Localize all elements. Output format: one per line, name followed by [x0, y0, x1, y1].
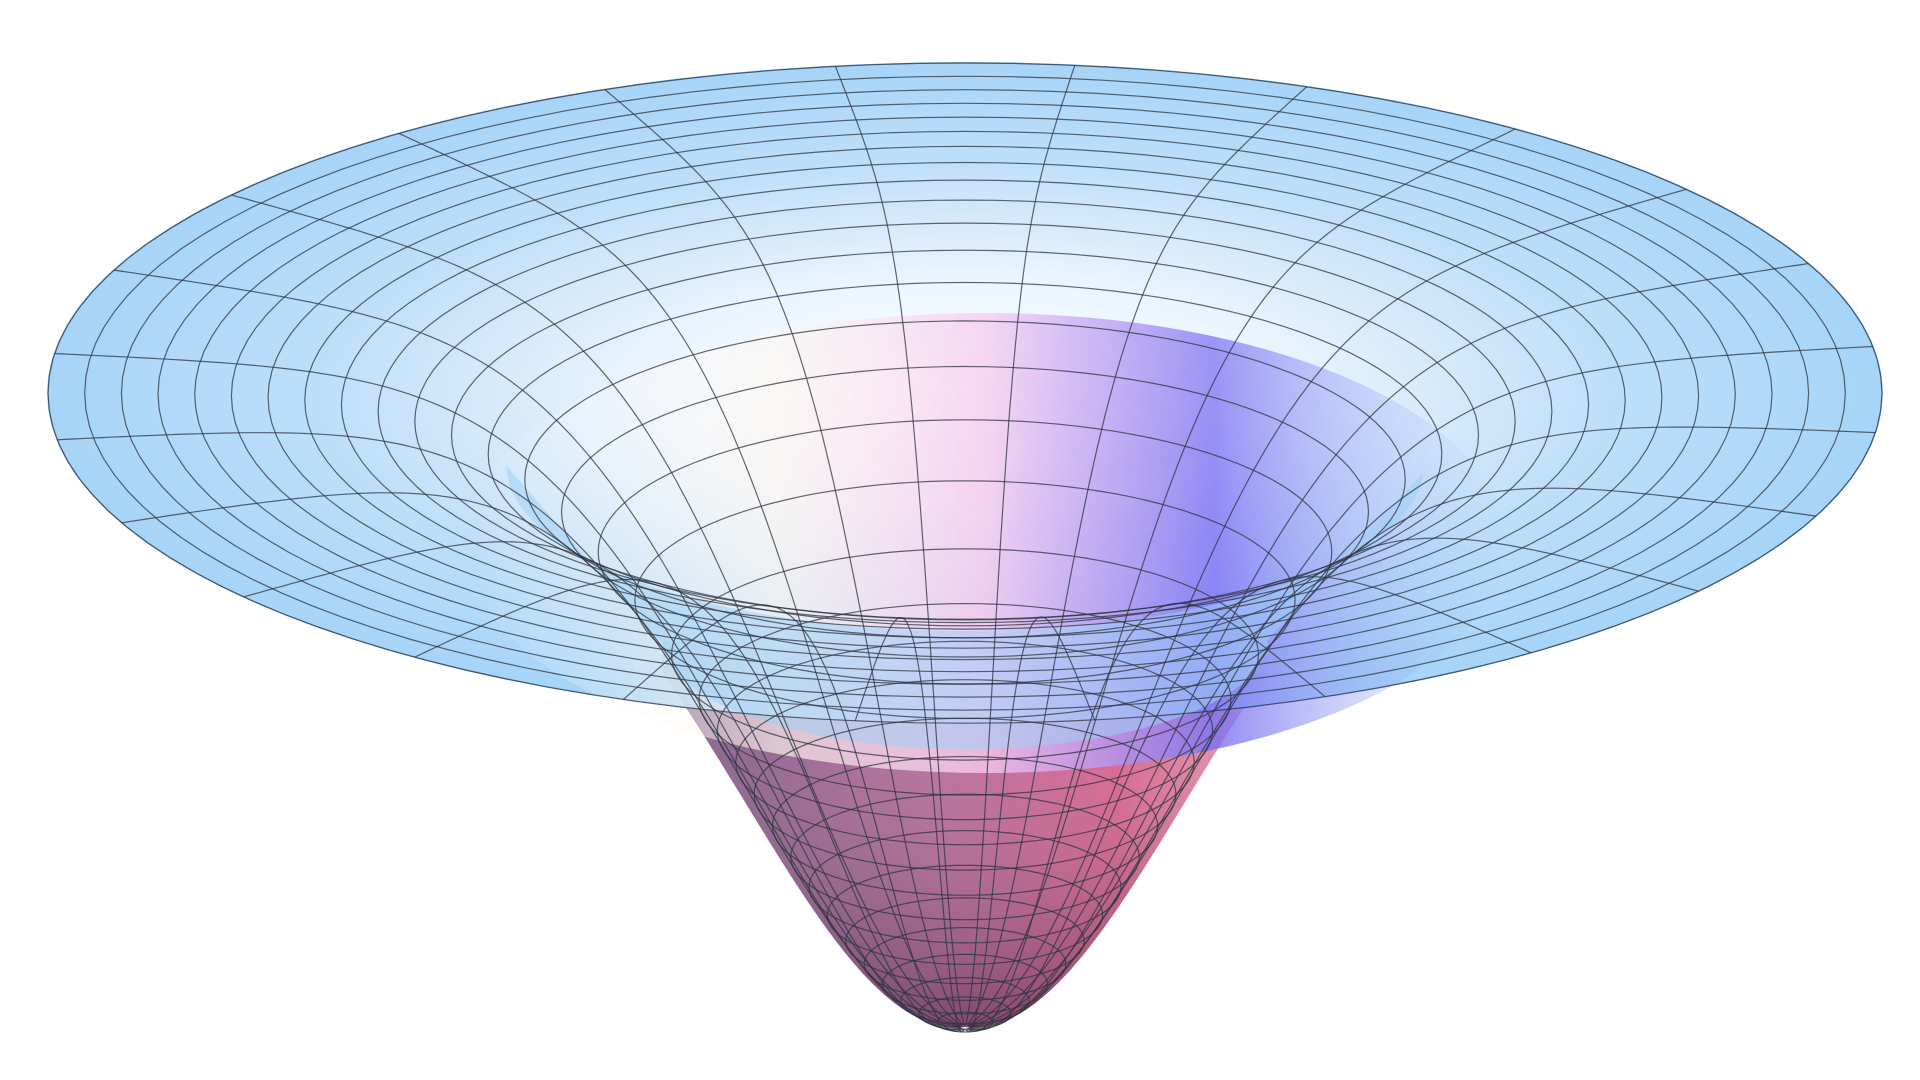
grid-radial-line	[231, 194, 962, 1027]
grid-ring	[826, 864, 1104, 966]
grid-ring	[524, 320, 1406, 639]
grid-ring	[560, 365, 1370, 658]
grid-radial-line	[967, 128, 1516, 1026]
grid-ring	[487, 281, 1443, 627]
grid-ring	[120, 89, 1810, 698]
grid-radial-line	[969, 345, 1873, 1028]
grid-ring	[267, 145, 1663, 649]
grid-ring	[414, 222, 1516, 620]
grid-radial-line	[966, 86, 1308, 1026]
grid-radial-line	[967, 576, 1532, 1031]
rim-front-lip	[506, 465, 1424, 750]
grid-ring	[698, 602, 1232, 796]
grid-ring	[84, 75, 1846, 711]
grid-radial-line	[121, 492, 961, 1029]
grid-ring	[881, 953, 1049, 1015]
funnel-rim	[47, 62, 1883, 773]
grid-radial-line	[854, 617, 966, 1033]
grid-radial-line	[622, 604, 964, 1032]
grid-radial-line	[964, 65, 1076, 1026]
grid-radial-line	[969, 262, 1809, 1027]
grid-ring	[47, 62, 1883, 724]
grid-radial-line	[965, 616, 1096, 1033]
grid-ring	[340, 179, 1590, 630]
grid-radial-line	[604, 89, 964, 1026]
surface-grid	[47, 62, 1883, 1033]
grid-ring	[900, 977, 1030, 1025]
grid-ring	[450, 249, 1480, 621]
grid-radial-line	[969, 426, 1876, 1028]
grid-ring	[377, 199, 1553, 624]
grid-radial-line	[966, 602, 1326, 1032]
grid-radial-line	[57, 432, 961, 1028]
grid-radial-line	[398, 132, 963, 1027]
grid-radial-line	[968, 188, 1687, 1027]
grid-ring	[845, 897, 1085, 985]
grid-radial-line	[834, 66, 965, 1026]
grid-radial-line	[54, 353, 961, 1028]
grid-ring	[808, 829, 1122, 944]
grid-radial-line	[243, 541, 962, 1030]
grid-ring	[597, 419, 1333, 685]
grid-radial-line	[113, 269, 961, 1027]
grid-ring	[634, 480, 1296, 720]
grid-radial-line	[969, 487, 1817, 1029]
grid-ring	[670, 548, 1259, 761]
grid-ring	[157, 102, 1773, 685]
grid-ring	[716, 640, 1214, 821]
grid-radial-line	[414, 578, 963, 1031]
grid-ring	[863, 927, 1067, 1001]
grid-radial-line	[968, 537, 1699, 1030]
grid-ring	[230, 130, 1700, 661]
grid-ring	[194, 116, 1736, 673]
